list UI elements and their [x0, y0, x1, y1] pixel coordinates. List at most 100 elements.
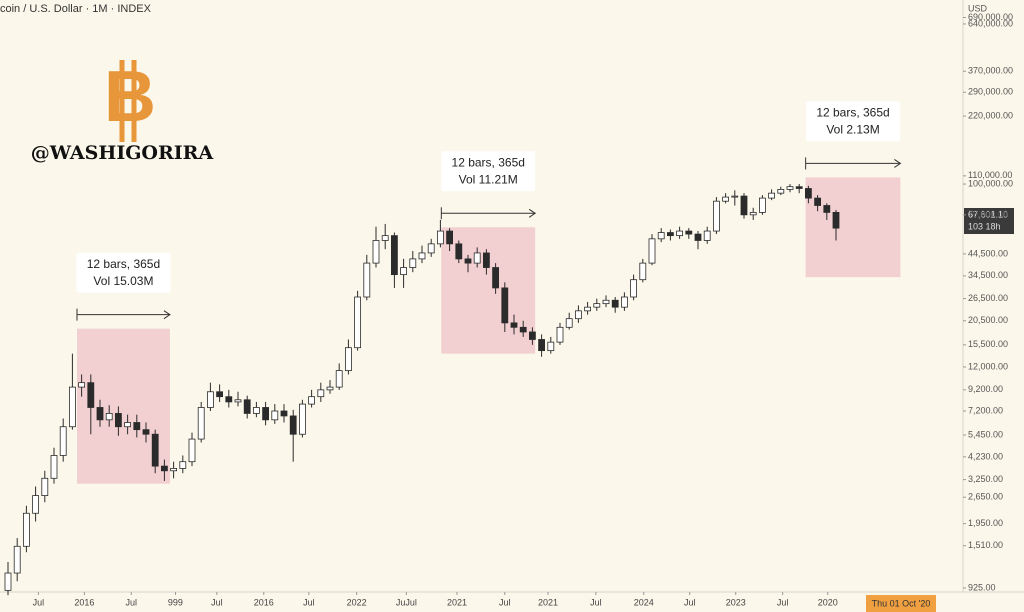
candle-body	[59, 426, 67, 456]
candle-body	[611, 299, 619, 308]
candle-body	[795, 186, 803, 189]
candle-body	[418, 252, 426, 260]
y-tick-label: 12,000.00	[968, 361, 1008, 371]
x-tick-label: Jul	[126, 597, 138, 607]
logo: B @WASHIGORIRA	[31, 57, 214, 164]
candle-body	[731, 195, 739, 198]
candle-body	[308, 396, 316, 405]
candle-body	[206, 391, 214, 408]
y-tick-label: 1,950.00	[968, 518, 1003, 528]
measure-arrowhead	[528, 208, 537, 218]
candle-body	[602, 299, 610, 305]
countdown: 103 18h	[968, 221, 1001, 231]
logo-text: @WASHIGORIRA	[31, 142, 214, 164]
candle-body	[657, 232, 665, 240]
y-tick-label: 4,230.00	[968, 451, 1003, 461]
candle-body	[676, 230, 683, 237]
candle-body	[749, 212, 757, 216]
y-tick-label: 20,500.00	[968, 315, 1008, 325]
measure-bars: 12 bars, 365d	[452, 155, 525, 169]
candle-body	[436, 230, 444, 245]
candle-body	[151, 433, 159, 467]
candle-body	[335, 370, 343, 388]
measure-arrowhead	[163, 310, 171, 320]
candle-body	[565, 318, 573, 328]
candle-body	[225, 396, 233, 403]
y-tick-label: 640,000.00	[968, 18, 1013, 28]
y-tick-label: 5,450.00	[968, 429, 1003, 439]
candle-body	[446, 230, 454, 245]
candle-body	[685, 230, 693, 235]
y-tick-label: 110,000.00	[968, 170, 1012, 180]
y-tick-label: 2,650.00	[968, 492, 1003, 502]
candle-body	[252, 407, 260, 414]
x-tick-label: 2023	[726, 597, 746, 607]
y-tick-label: 44,500.00	[968, 248, 1008, 258]
candle-body	[32, 495, 39, 514]
candle-body	[584, 306, 591, 312]
candle-body	[170, 468, 178, 472]
candle-body	[519, 326, 527, 333]
candle-body	[547, 341, 555, 352]
measure-volume: Vol 2.13M	[826, 123, 879, 137]
y-tick-label: 70,000.00	[968, 209, 1008, 219]
y-tick-label: 220,000.00	[968, 110, 1013, 120]
x-tick-label: JuJul	[396, 597, 417, 607]
y-tick-label: 690,000.00	[968, 12, 1013, 22]
measure-volume: Vol 15.03M	[93, 274, 153, 288]
candle-body	[667, 232, 674, 237]
candle-body	[768, 192, 775, 199]
candle-body	[510, 322, 518, 328]
logo-symbol: B	[104, 57, 156, 137]
candle-body	[96, 407, 104, 421]
price-marker: 67,601.10 103 18h	[964, 208, 1014, 234]
candle-body	[648, 238, 656, 264]
candle-body	[289, 415, 297, 435]
plot: 12 bars, 365d Vol 15.03M 12 bars, 365d Vol …	[4, 101, 902, 596]
x-tick-label: Jul	[684, 597, 696, 607]
y-tick-label: 290,000.00	[968, 87, 1013, 97]
price-marker-box	[964, 208, 1014, 234]
measure-label-box	[76, 252, 171, 293]
x-tick-label: Jul	[499, 597, 511, 607]
candle-body	[344, 347, 352, 372]
candle-body	[805, 188, 812, 199]
x-tick-label: 2020	[818, 597, 838, 607]
last-price: 67,601.10	[968, 209, 1008, 219]
candle-body	[455, 243, 463, 260]
candle-body	[133, 422, 141, 431]
candle-body	[823, 205, 831, 213]
y-tick-label: 925.00	[968, 582, 996, 592]
measure-range	[805, 177, 901, 278]
candle-body	[400, 267, 408, 276]
candle-body	[142, 429, 150, 435]
candle-body	[713, 200, 720, 232]
candle-body	[243, 399, 251, 414]
y-tick-label: 3,250.00	[968, 474, 1003, 484]
candle-body	[464, 258, 472, 264]
x-tick-label: Jul	[33, 597, 45, 607]
y-tick-label: 7,200.00	[968, 405, 1003, 415]
candle-body	[262, 407, 270, 421]
candle-body	[317, 389, 325, 398]
date-marker-box	[866, 595, 936, 612]
candle-body	[639, 262, 647, 281]
x-tick-label: 999	[168, 597, 183, 607]
candle-body	[694, 233, 702, 241]
candle-body	[197, 407, 205, 440]
measure-bars: 12 bars, 365d	[87, 257, 160, 271]
candle-body	[703, 230, 711, 241]
candle-body	[115, 413, 122, 428]
candle-body	[427, 243, 435, 254]
candle-body	[832, 212, 840, 229]
candle-body	[41, 477, 49, 496]
candle-body	[372, 240, 380, 264]
candle-body	[381, 235, 389, 241]
y-tick-label: 9,200.00	[968, 384, 1003, 394]
candle-body	[160, 465, 168, 472]
candle-body	[179, 461, 187, 469]
candle-body	[740, 195, 748, 216]
candle-body	[501, 287, 509, 324]
